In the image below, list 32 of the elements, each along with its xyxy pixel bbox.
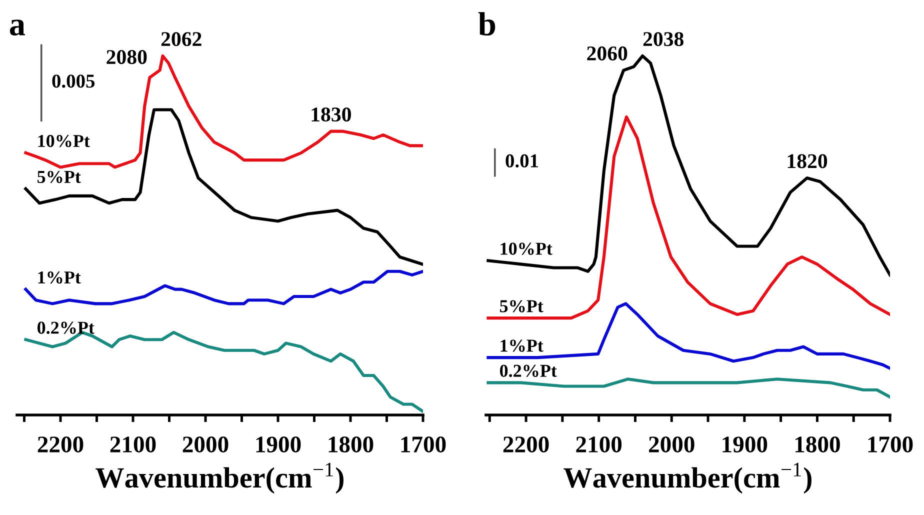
annotation: 1830	[312, 107, 351, 122]
x-tick-label: 2200	[38, 436, 84, 452]
x-tick-label: 2100	[576, 436, 622, 452]
x-tick-label: 2200	[503, 436, 549, 452]
x-tick-label: 1700	[868, 436, 913, 452]
x-tick-label: 2100	[110, 436, 156, 452]
series-label: 0.2%Pt	[500, 364, 557, 378]
annotation: 0.01	[506, 154, 538, 168]
annotation: 2038	[643, 32, 684, 46]
x-tick-label: 2000	[649, 436, 694, 452]
series-label: 0.2%Pt	[38, 322, 94, 334]
x-tick-label: 1700	[401, 436, 446, 452]
chart-title: b	[478, 12, 496, 36]
x-tick-label: 1800	[795, 436, 840, 452]
x-tick-label: 1800	[328, 436, 374, 452]
x-tick-label: 1900	[722, 436, 768, 452]
series-label: 1%Pt	[38, 271, 81, 284]
annotation: 0.005	[52, 74, 95, 88]
series-label: 10%Pt	[38, 134, 90, 148]
series-label: 1%Pt	[500, 340, 544, 352]
x-axis-title: Wavenumber(cm$^{−1}$)	[564, 462, 812, 494]
x-tick-label: 1900	[256, 436, 301, 452]
series-label: 5%Pt	[500, 300, 544, 312]
series-label: 5%Pt	[38, 170, 81, 184]
chart-title: a	[10, 20, 26, 36]
annotation: 2060	[587, 46, 628, 60]
series-label: 10%Pt	[500, 242, 552, 255]
annotation: 2080	[106, 50, 147, 64]
annotation: 1820	[788, 154, 828, 168]
x-axis-title: Wavenumber(cm$^{−1}$)	[96, 462, 344, 494]
annotation: 2062	[161, 32, 202, 46]
x-tick-label: 2000	[182, 436, 228, 452]
